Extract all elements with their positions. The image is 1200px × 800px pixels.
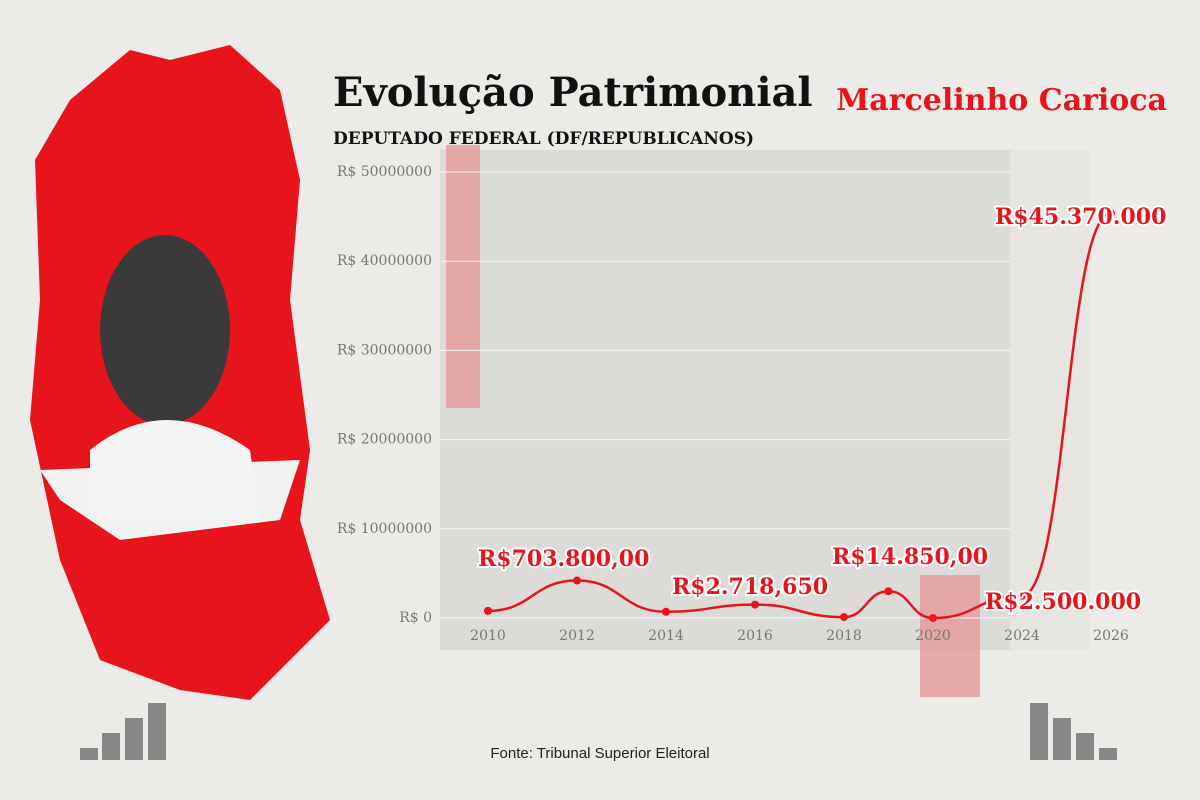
y-tick-label: R$ 30000000 (337, 342, 432, 358)
chart-subtitle: DEPUTADO FEDERAL (DF/REPUBLICANOS) (333, 129, 754, 149)
coins-right (1030, 703, 1117, 760)
x-tick-label: 2014 (648, 628, 684, 644)
y-tick-label: R$ 10000000 (337, 521, 432, 537)
y-tick-label: R$ 20000000 (337, 432, 432, 448)
portrait (100, 235, 230, 425)
x-tick-label: 2010 (470, 628, 506, 644)
y-tick-label: R$ 0 (399, 610, 432, 626)
annotation: R$2.718,650 (672, 574, 828, 600)
point (884, 587, 893, 596)
annotation: R$703.800,00 (478, 546, 649, 572)
politician-name: Marcelinho Carioca (836, 83, 1167, 118)
annotation: R$14.850,00 (832, 544, 988, 570)
annotation: R$45.370.000 (995, 204, 1166, 230)
point (840, 613, 848, 622)
source: Fonte: Tribunal Superior Eleitoral (490, 745, 709, 762)
x-tick-label: 2026 (1093, 628, 1129, 644)
point (751, 600, 759, 609)
plot-panel (440, 150, 1010, 650)
point (929, 614, 937, 622)
x-tick-label: 2024 (1004, 628, 1040, 644)
pink-strip (446, 145, 480, 408)
portrait-shirt (90, 420, 260, 520)
x-tick-label: 2016 (737, 628, 773, 644)
annotation: R$2.500.000 (985, 589, 1141, 615)
y-tick-label: R$ 40000000 (337, 253, 432, 269)
coins-left (80, 703, 166, 760)
series-line (487, 212, 1112, 620)
point (573, 576, 581, 585)
x-tick-label: 2012 (559, 628, 595, 644)
point (662, 607, 670, 616)
point (1018, 591, 1026, 600)
pink-strip (920, 575, 980, 697)
chart-title: Evolução Patrimonial (333, 69, 813, 116)
point (484, 606, 492, 615)
point (1107, 209, 1115, 218)
paper-strip (1010, 150, 1090, 650)
x-tick-label: 2020 (915, 628, 951, 644)
y-tick-label: R$ 50000000 (337, 164, 432, 180)
x-tick-label: 2018 (826, 628, 862, 644)
